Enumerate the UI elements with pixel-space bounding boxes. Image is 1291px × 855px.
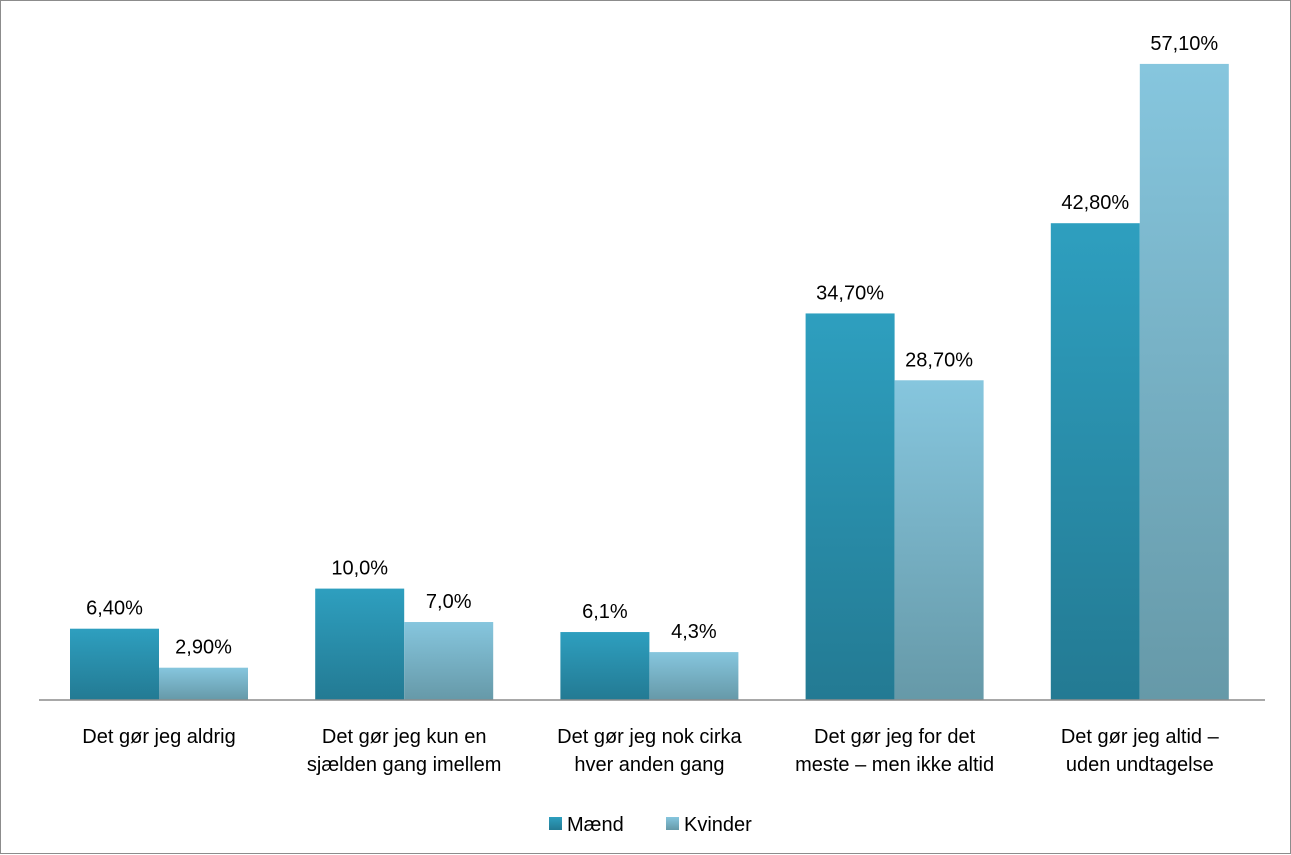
bars-layer [70, 63, 1229, 700]
labels-layer: 6,40% 2,90% Det gør jeg aldrig 10,0% 7,0% Det… [82, 33, 1219, 776]
bar-kvinder-1 [404, 622, 494, 700]
data-label-maend-3: 34,70% [816, 282, 884, 304]
bar-kvinder-3 [894, 380, 984, 700]
data-label-kvinder-3: 28,70% [905, 349, 973, 371]
category-label-3: Det gør jeg for det meste – men ikke alti… [795, 726, 994, 776]
bar-kvinder-2 [649, 652, 739, 700]
data-label-kvinder-0: 2,90% [175, 637, 232, 659]
legend-label-kvinder: Kvinder [684, 814, 752, 836]
legend: Mænd Kvinder [549, 814, 752, 836]
category-label-0: Det gør jeg aldrig [82, 726, 235, 748]
bar-maend-4 [1050, 223, 1140, 700]
data-label-maend-1: 10,0% [331, 558, 388, 580]
bar-maend-0 [70, 628, 159, 700]
data-label-maend-4: 42,80% [1061, 192, 1129, 214]
data-label-kvinder-1: 7,0% [426, 591, 472, 613]
bar-kvinder-4 [1139, 63, 1229, 700]
category-label-4: Det gør jeg altid – uden undtagelse [1061, 726, 1220, 776]
bar-maend-1 [315, 588, 405, 700]
legend-label-maend: Mænd [567, 814, 624, 836]
bar-maend-3 [805, 313, 895, 700]
category-label-1: Det gør jeg kun en sjælden gang imellem [307, 726, 502, 776]
category-label-2: Det gør jeg nok cirka hver anden gang [557, 726, 742, 776]
data-label-kvinder-2: 4,3% [671, 621, 717, 643]
data-label-maend-2: 6,1% [582, 601, 628, 623]
bar-kvinder-0 [159, 667, 248, 700]
data-label-kvinder-4: 57,10% [1150, 33, 1218, 55]
legend-swatch-maend [549, 817, 562, 830]
bar-maend-2 [560, 632, 650, 700]
legend-swatch-kvinder [666, 817, 679, 830]
data-label-maend-0: 6,40% [86, 598, 143, 620]
